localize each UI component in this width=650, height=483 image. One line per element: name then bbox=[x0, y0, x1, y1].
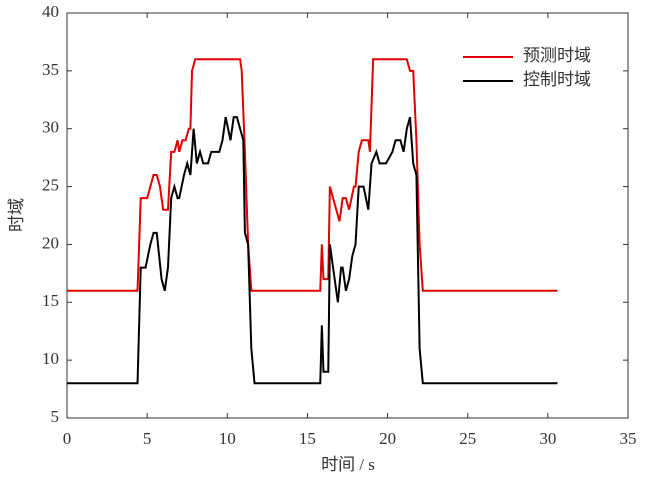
x-tick-label: 25 bbox=[459, 429, 476, 448]
x-tick-label: 5 bbox=[143, 429, 152, 448]
y-tick-label: 15 bbox=[42, 291, 59, 310]
line-series bbox=[67, 116, 558, 385]
x-tick-label: 10 bbox=[219, 429, 236, 448]
y-tick-label: 25 bbox=[42, 175, 59, 194]
legend-label: 控制时域 bbox=[523, 70, 591, 89]
y-tick-label: 30 bbox=[42, 118, 59, 137]
x-axis-label: 时间 / s bbox=[321, 455, 375, 474]
x-tick-label: 15 bbox=[299, 429, 316, 448]
y-tick-label: 40 bbox=[42, 2, 59, 21]
legend-label: 预测时域 bbox=[523, 46, 591, 65]
y-tick-label: 10 bbox=[42, 349, 59, 368]
x-tick-label: 0 bbox=[63, 429, 72, 448]
y-axis-label: 时域 bbox=[7, 198, 26, 232]
y-tick-label: 35 bbox=[42, 60, 59, 79]
y-tick-label: 5 bbox=[51, 407, 60, 426]
x-tick-label: 20 bbox=[379, 429, 396, 448]
x-tick-label: 30 bbox=[539, 429, 556, 448]
line-series bbox=[67, 58, 558, 292]
y-tick-label: 20 bbox=[42, 233, 59, 252]
x-tick-label: 35 bbox=[620, 429, 637, 448]
plot-frame bbox=[66, 12, 629, 419]
